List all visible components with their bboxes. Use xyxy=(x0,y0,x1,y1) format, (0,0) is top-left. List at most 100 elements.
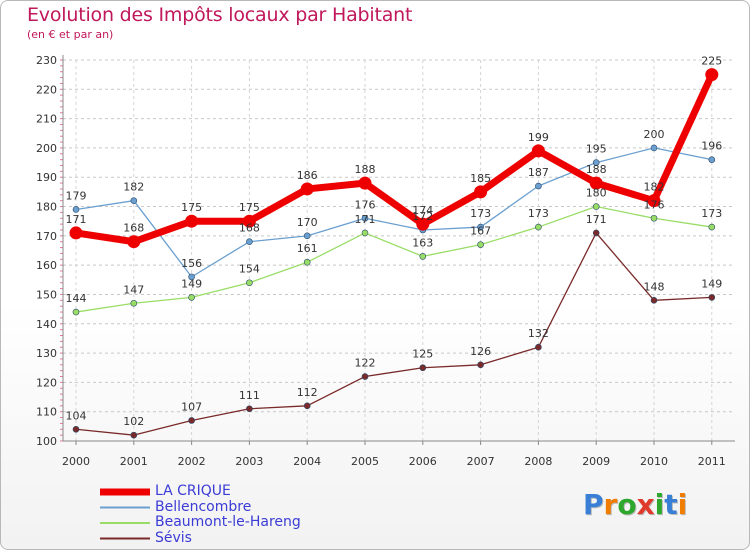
data-point xyxy=(361,373,369,380)
data-label: 225 xyxy=(701,55,722,68)
logo-letter: i xyxy=(677,488,688,521)
x-tick-label: 2007 xyxy=(467,455,495,468)
series-line-3 xyxy=(75,232,712,436)
series-line-2 xyxy=(75,205,712,313)
data-point xyxy=(130,299,138,307)
data-point xyxy=(185,214,199,228)
data-label: 171 xyxy=(66,213,87,226)
data-label: 173 xyxy=(528,207,549,220)
data-point xyxy=(535,343,542,351)
logo-letter: x xyxy=(636,488,655,521)
data-label: 156 xyxy=(181,257,202,270)
data-point xyxy=(592,229,600,237)
x-tick-label: 2003 xyxy=(235,455,263,468)
data-point xyxy=(535,182,542,190)
data-point xyxy=(358,176,372,190)
data-point xyxy=(592,203,600,210)
data-label: 167 xyxy=(470,225,491,238)
data-label: 186 xyxy=(297,169,318,182)
data-label: 144 xyxy=(66,292,87,305)
data-label: 179 xyxy=(66,189,87,202)
y-tick-label: 190 xyxy=(36,171,57,184)
data-label: 196 xyxy=(701,140,722,153)
y-tick-label: 160 xyxy=(36,259,57,272)
data-point xyxy=(72,425,80,433)
data-point xyxy=(474,185,488,199)
data-point xyxy=(69,226,83,240)
data-label: 154 xyxy=(239,263,260,276)
data-point xyxy=(650,214,658,222)
y-tick-label: 220 xyxy=(36,83,57,96)
data-label: 173 xyxy=(701,207,722,220)
data-point xyxy=(130,431,138,439)
x-tick-label: 2004 xyxy=(293,455,321,468)
data-label: 188 xyxy=(586,163,607,176)
y-tick-label: 170 xyxy=(36,230,57,243)
data-point xyxy=(246,279,253,287)
data-point xyxy=(361,229,369,237)
data-label: 126 xyxy=(470,345,491,358)
series-line-1 xyxy=(75,147,712,278)
x-tick-label: 2008 xyxy=(524,455,552,468)
legend-label: Sévis xyxy=(155,529,192,546)
data-point xyxy=(477,223,484,231)
data-label: 112 xyxy=(297,386,318,399)
legend-label: LA CRIQUE xyxy=(155,483,231,499)
x-tick-label: 2002 xyxy=(178,455,206,468)
data-label: 168 xyxy=(123,222,144,235)
data-point xyxy=(188,294,195,301)
x-tick-label: 2011 xyxy=(698,455,726,468)
data-label: 175 xyxy=(239,201,260,214)
y-tick-label: 100 xyxy=(36,435,57,448)
y-tick-label: 150 xyxy=(36,288,57,301)
legend-label: Beaumont-le-Hareng xyxy=(155,514,301,530)
data-point xyxy=(72,206,80,213)
logo-letter: i xyxy=(654,488,665,521)
data-point xyxy=(708,156,716,163)
data-point xyxy=(705,68,719,82)
data-point xyxy=(477,241,484,248)
data-point xyxy=(535,223,542,231)
data-point xyxy=(650,297,658,304)
y-tick-label: 140 xyxy=(36,318,57,331)
data-label: 182 xyxy=(123,181,144,194)
x-tick-label: 2010 xyxy=(640,455,668,468)
data-point xyxy=(419,364,427,372)
data-point xyxy=(647,194,661,208)
chart-title: Evolution des Impôts locaux par Habitant xyxy=(27,4,413,26)
legend-label: Bellencombre xyxy=(155,498,252,515)
data-label: 180 xyxy=(586,187,607,200)
data-point xyxy=(72,308,80,316)
data-label: 188 xyxy=(355,163,376,176)
data-label: 102 xyxy=(123,415,144,428)
data-point xyxy=(300,182,314,196)
data-label: 182 xyxy=(644,181,665,194)
series-line-0 xyxy=(75,73,715,246)
y-tick-label: 180 xyxy=(36,201,57,214)
data-label: 175 xyxy=(181,201,202,214)
logo-letter: o xyxy=(617,488,637,521)
data-label: 185 xyxy=(470,172,491,185)
data-point xyxy=(477,361,484,369)
data-point xyxy=(127,235,141,249)
data-label: 111 xyxy=(239,389,260,402)
data-label: 195 xyxy=(586,143,607,156)
data-point xyxy=(592,159,600,166)
data-label: 104 xyxy=(66,409,87,422)
data-label: 161 xyxy=(297,242,318,255)
x-tick-label: 2009 xyxy=(582,455,610,468)
data-label: 172 xyxy=(412,210,433,223)
data-label: 149 xyxy=(701,277,722,290)
data-label: 163 xyxy=(412,236,433,249)
x-tick-label: 2005 xyxy=(351,455,379,468)
data-label: 168 xyxy=(239,222,260,235)
y-tick-label: 230 xyxy=(36,54,57,67)
data-label: 171 xyxy=(586,213,607,226)
data-point xyxy=(708,294,716,301)
data-point xyxy=(188,417,195,424)
data-label: 122 xyxy=(355,357,376,370)
data-point xyxy=(650,144,658,152)
data-label: 176 xyxy=(355,198,376,211)
